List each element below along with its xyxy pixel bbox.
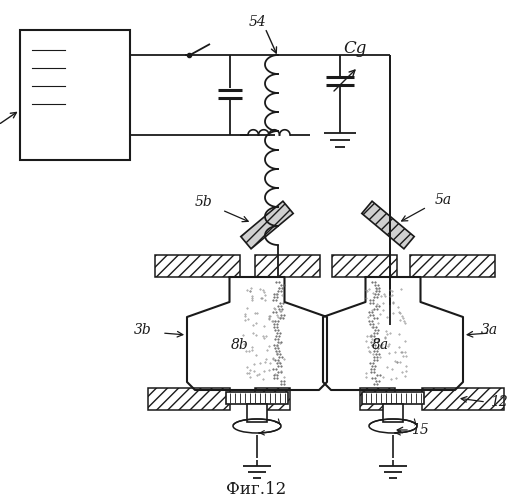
Bar — [155, 255, 240, 277]
Bar — [20, 30, 130, 160]
Bar — [255, 255, 320, 277]
Text: Cg: Cg — [343, 40, 367, 57]
Text: 3a: 3a — [481, 323, 498, 337]
Bar — [422, 388, 504, 410]
Bar — [362, 392, 424, 404]
Text: 12: 12 — [490, 395, 508, 409]
Polygon shape — [362, 201, 414, 249]
Bar — [410, 255, 495, 277]
Bar — [148, 388, 230, 410]
Text: 8a: 8a — [371, 338, 388, 352]
Bar — [255, 388, 290, 410]
Text: 8b: 8b — [231, 338, 249, 352]
Text: 15: 15 — [411, 423, 429, 437]
Text: 54: 54 — [249, 15, 267, 29]
Bar — [383, 404, 403, 422]
Text: 3b: 3b — [134, 323, 152, 337]
Bar — [332, 255, 397, 277]
Text: 5a: 5a — [435, 193, 452, 207]
Text: 5b: 5b — [194, 195, 212, 209]
Bar — [360, 388, 395, 410]
Bar — [226, 392, 288, 404]
Text: Фиг.12: Фиг.12 — [226, 482, 286, 498]
Polygon shape — [241, 201, 293, 249]
Bar — [247, 404, 267, 422]
